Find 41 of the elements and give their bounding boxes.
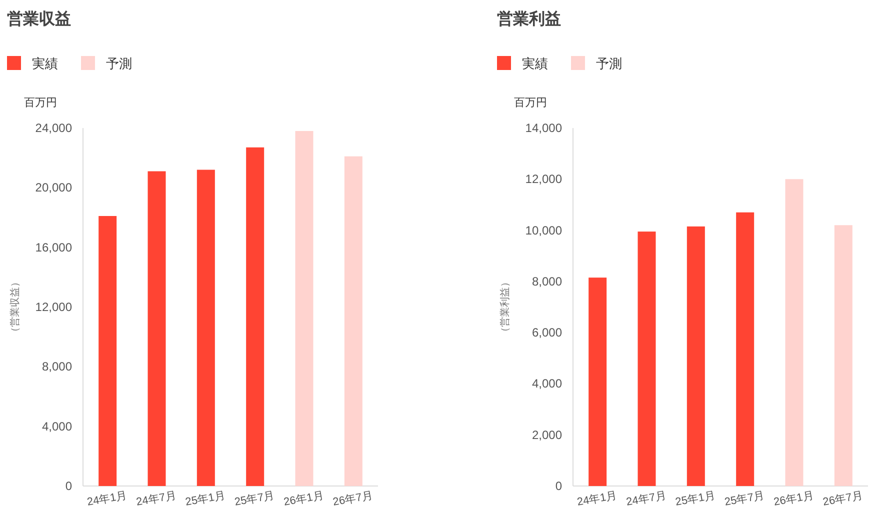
- x-tick-label: 25年7月: [724, 490, 766, 508]
- y-tick-label: 14,000: [525, 121, 562, 135]
- x-tick-label: 26年1月: [772, 490, 815, 508]
- x-tick-label: 26年7月: [822, 490, 864, 508]
- x-tick-label: 26年7月: [332, 490, 374, 508]
- y-tick-label: 4,000: [42, 419, 72, 434]
- y-tick-label: 4,000: [532, 376, 562, 391]
- chart-title: 営業利益: [497, 10, 561, 28]
- text: 百万円: [514, 97, 547, 109]
- legend-実績: 実績: [497, 56, 548, 71]
- y-axis-title: （営業収益）: [9, 277, 21, 337]
- x-tick-label: 26年1月: [282, 490, 325, 508]
- y-tick-label: 8,000: [532, 274, 562, 288]
- y-tick-label: 12,000: [35, 300, 72, 314]
- y-tick-label: 24,000: [35, 121, 72, 135]
- legend-label: 実績: [522, 56, 548, 71]
- x-tick-label: 24年7月: [625, 490, 668, 508]
- text: 百万円: [24, 97, 57, 109]
- y-tick-label: 0: [555, 479, 562, 493]
- y-tick-label: 20,000: [35, 180, 72, 195]
- x-tick-label: 24年1月: [86, 490, 128, 508]
- legend-label: 予測: [106, 56, 132, 71]
- legend-予測: 予測: [571, 56, 622, 71]
- x-tick-label: 24年7月: [135, 490, 178, 508]
- x-tick-label: 25年1月: [184, 490, 226, 508]
- x-tick-label: 25年7月: [234, 490, 276, 508]
- y-tick-label: 12,000: [525, 172, 562, 186]
- y-tick-label: 2,000: [532, 428, 562, 442]
- y-axis-title: （営業利益）: [499, 277, 511, 337]
- legend-label: 予測: [596, 56, 622, 71]
- y-tick-label: 16,000: [35, 240, 72, 254]
- x-tick-label: 25年1月: [674, 490, 716, 508]
- y-tick-label: 10,000: [525, 223, 562, 238]
- legend-予測: 予測: [81, 56, 132, 71]
- y-tick-label: 8,000: [42, 360, 72, 374]
- legend-label: 実績: [32, 56, 58, 71]
- chart-title: 営業収益: [7, 10, 71, 28]
- x-tick-label: 24年1月: [576, 490, 618, 508]
- y-tick-label: 6,000: [532, 326, 562, 340]
- legend-実績: 実績: [7, 56, 58, 71]
- y-tick-label: 0: [65, 479, 72, 493]
